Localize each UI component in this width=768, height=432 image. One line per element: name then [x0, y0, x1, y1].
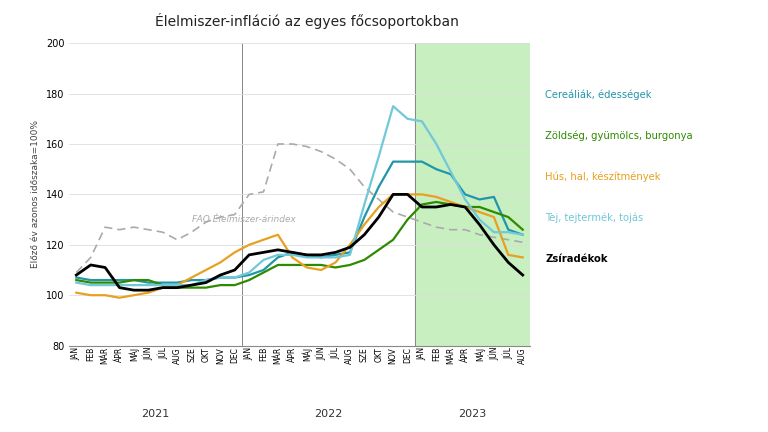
Text: Hús, hal, készítmények: Hús, hal, készítmények [545, 172, 660, 182]
Y-axis label: Előző év azonos időszaka=100%: Előző év azonos időszaka=100% [31, 121, 40, 268]
Text: Tej, tejtermék, tojás: Tej, tejtermék, tojás [545, 213, 644, 223]
Text: 2022: 2022 [314, 409, 343, 419]
Text: 2023: 2023 [458, 409, 486, 419]
Text: Zöldség, gyümölcs, burgonya: Zöldség, gyümölcs, burgonya [545, 131, 693, 141]
Text: Cereáliák, édességek: Cereáliák, édességek [545, 90, 652, 100]
Bar [415, 43, 530, 346]
Text: Élelmiszer-infláció az egyes főcsoportokban: Élelmiszer-infláció az egyes főcsoportok… [155, 13, 459, 29]
Text: FAO Élelmiszer-árindex: FAO Élelmiszer-árindex [191, 215, 296, 224]
Text: 2021: 2021 [141, 409, 170, 419]
Text: Zsíradékok: Zsíradékok [545, 254, 607, 264]
